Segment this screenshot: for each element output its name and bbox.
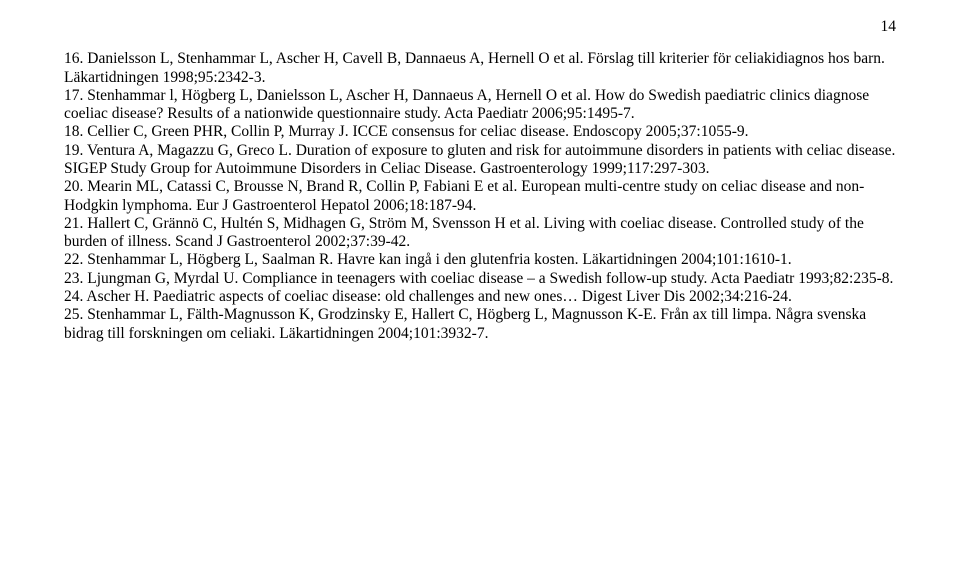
page-number: 14 bbox=[64, 18, 896, 36]
reference-item: 20. Mearin ML, Catassi C, Brousse N, Bra… bbox=[64, 178, 896, 215]
reference-item: 23. Ljungman G, Myrdal U. Compliance in … bbox=[64, 270, 896, 288]
reference-item: 25. Stenhammar L, Fälth-Magnusson K, Gro… bbox=[64, 306, 896, 343]
document-page: 14 16. Danielsson L, Stenhammar L, Asche… bbox=[0, 0, 960, 343]
reference-item: 16. Danielsson L, Stenhammar L, Ascher H… bbox=[64, 50, 896, 87]
reference-item: 18. Cellier C, Green PHR, Collin P, Murr… bbox=[64, 123, 896, 141]
reference-item: 21. Hallert C, Grännö C, Hultén S, Midha… bbox=[64, 215, 896, 252]
reference-item: 22. Stenhammar L, Högberg L, Saalman R. … bbox=[64, 251, 896, 269]
reference-item: 17. Stenhammar l, Högberg L, Danielsson … bbox=[64, 87, 896, 124]
reference-item: 19. Ventura A, Magazzu G, Greco L. Durat… bbox=[64, 142, 896, 179]
reference-item: 24. Ascher H. Paediatric aspects of coel… bbox=[64, 288, 896, 306]
